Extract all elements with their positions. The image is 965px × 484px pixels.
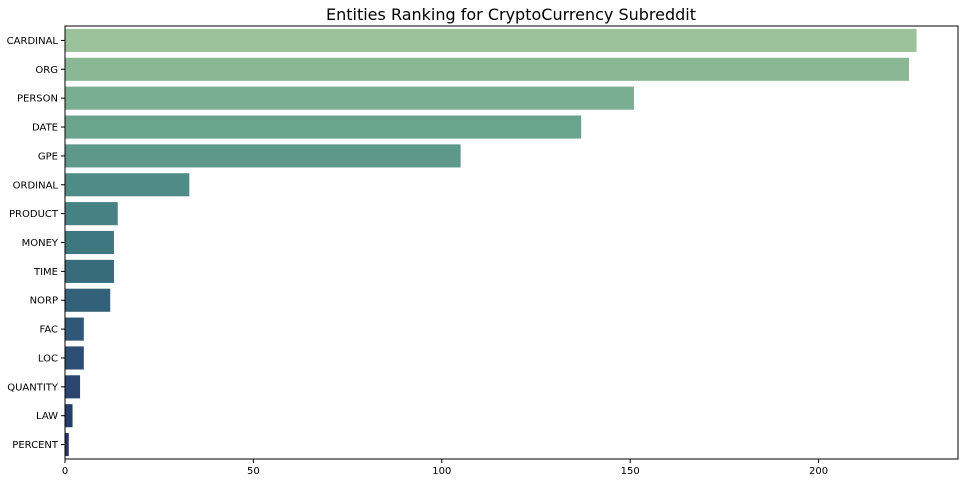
y-tick-label-person: PERSON [17, 94, 58, 105]
bar-product [65, 202, 118, 226]
y-tick-label-org: ORG [35, 65, 58, 76]
y-tick-label-fac: FAC [40, 325, 58, 336]
y-tick-label-money: MONEY [22, 238, 59, 249]
y-tick-label-time: TIME [33, 267, 58, 278]
x-tick-label-150: 150 [621, 466, 640, 477]
y-tick-label-percent: PERCENT [12, 440, 59, 451]
y-tick-label-law: LAW [36, 411, 58, 422]
y-tick-label-date: DATE [32, 123, 58, 134]
x-tick-label-100: 100 [432, 466, 451, 477]
bar-org [65, 57, 910, 81]
y-tick-label-ordinal: ORDINAL [13, 180, 59, 191]
bar-quantity [65, 375, 81, 399]
bar-time [65, 259, 114, 283]
bar-person [65, 86, 634, 110]
bar-money [65, 230, 114, 255]
x-tick-label-200: 200 [809, 466, 828, 477]
bar-norp [65, 288, 111, 312]
y-tick-label-loc: LOC [38, 353, 58, 364]
x-tick-label-0: 0 [62, 466, 68, 477]
y-tick-label-norp: NORP [30, 296, 58, 307]
bar-gpe [65, 144, 461, 168]
plot-frame [64, 25, 959, 460]
y-tick-label-product: PRODUCT [9, 209, 59, 220]
bar-date [65, 115, 582, 139]
y-tick-label-cardinal: CARDINAL [7, 36, 59, 47]
y-tick-label-quantity: QUANTITY [7, 382, 59, 393]
bar-loc [65, 346, 84, 370]
x-tick-label-50: 50 [247, 466, 260, 477]
bar-fac [65, 317, 84, 341]
y-tick-label-gpe: GPE [38, 151, 58, 162]
bar-ordinal [65, 173, 190, 197]
bar-cardinal [65, 28, 917, 52]
bar-law [65, 404, 73, 428]
bar-percent [65, 433, 69, 457]
chart-title: Entities Ranking for CryptoCurrency Subr… [326, 5, 696, 24]
